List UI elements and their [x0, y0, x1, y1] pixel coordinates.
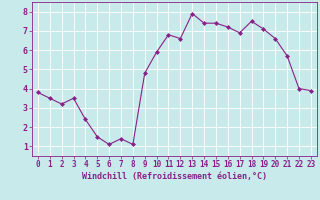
- X-axis label: Windchill (Refroidissement éolien,°C): Windchill (Refroidissement éolien,°C): [82, 172, 267, 181]
